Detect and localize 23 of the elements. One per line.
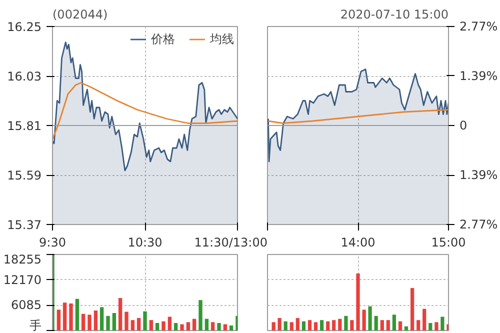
y-tick-label: 15.59 [7, 168, 42, 182]
y-tick-label: 18255 [3, 252, 42, 266]
y-tick-label: 手 [30, 318, 42, 332]
y-tick-label: 12170 [3, 272, 42, 287]
text: 1.39% [460, 168, 498, 182]
y-tick-label: 6085 [10, 298, 42, 312]
chart-title: (002044) [52, 8, 108, 22]
x-tick-label: 10:30 [128, 236, 162, 250]
text: 2.77% [460, 20, 498, 34]
x-tick-label: 9:30 [39, 236, 66, 250]
x-tick-label: 14:00 [340, 236, 376, 250]
text: 1.39% [460, 68, 498, 83]
y-tick-label: 16.03 [7, 70, 42, 84]
y-tick-label: 15.81 [7, 119, 42, 133]
y-tick-label: 15.37 [7, 218, 42, 232]
legend-label: 价格 [151, 30, 175, 48]
legend-label: 均线 [210, 30, 234, 48]
chart-subtitle: 2020-07-10 15:00 [340, 8, 449, 22]
y-tick-label: 16.25 [7, 20, 42, 34]
x-tick-label: 11:30/13:00 [194, 236, 268, 250]
x-tick-label: 15:00 [431, 236, 466, 250]
text: 0 [460, 118, 468, 132]
text: 2.77% [460, 218, 498, 232]
